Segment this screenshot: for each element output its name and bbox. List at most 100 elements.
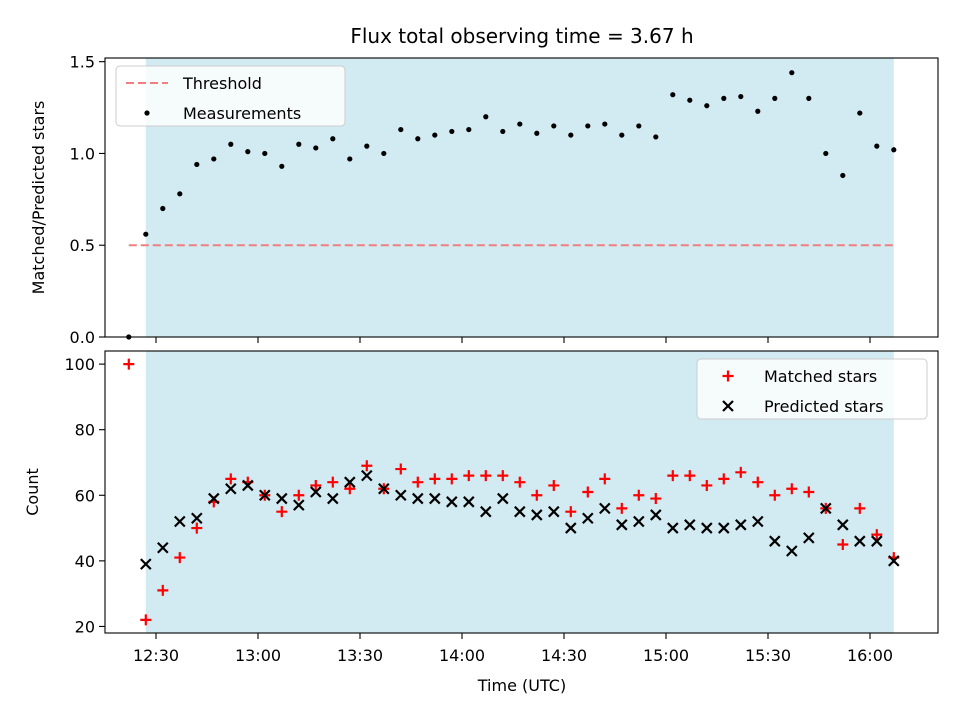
matched-star-point	[752, 476, 764, 488]
predicted-star-point	[310, 486, 322, 498]
predicted-star-point	[242, 479, 254, 492]
y-tick-label: 1.0	[70, 144, 95, 163]
measurement-point	[602, 121, 608, 127]
measurement-point	[381, 150, 387, 157]
measurement-point	[228, 141, 234, 147]
predicted-star-point	[820, 502, 832, 515]
matched-star-point	[769, 489, 781, 501]
x-tick-label: 15:30	[745, 646, 791, 665]
measurement-point	[466, 126, 472, 133]
matched-star-point	[735, 466, 747, 478]
matched-star-point	[446, 473, 458, 485]
matched-star-point	[395, 463, 407, 475]
legend-box	[115, 65, 346, 127]
measurement-point	[891, 147, 897, 153]
measurement-point	[194, 161, 200, 168]
measurement-point	[857, 110, 863, 116]
measurement-point	[755, 108, 761, 114]
measurement-point	[313, 145, 319, 151]
predicted-star-point	[667, 522, 679, 534]
matched-star-point	[548, 479, 560, 491]
predicted-star-point	[191, 512, 203, 525]
measurement-point	[636, 123, 642, 129]
predicted-star-point	[735, 519, 747, 531]
predicted-star-point	[633, 515, 645, 528]
predicted-star-point	[701, 522, 713, 534]
x-tick-label: 13:30	[337, 646, 383, 665]
matched-star-point	[225, 473, 237, 485]
legend-matched-swatch	[722, 370, 734, 382]
predicted-star-point	[548, 505, 560, 518]
predicted-star-point	[225, 482, 237, 495]
matched-star-point	[463, 470, 475, 482]
legend-label: Predicted stars	[764, 397, 884, 416]
matched-star-point	[429, 473, 441, 485]
matched-star-point	[276, 506, 288, 518]
predicted-star-point	[344, 476, 356, 488]
measurement-point	[364, 143, 370, 149]
matched-star-point	[327, 476, 339, 488]
measurement-point	[789, 70, 795, 76]
matched-star-point	[650, 493, 662, 505]
matched-star-point	[293, 489, 305, 501]
predicted-star-point	[395, 489, 407, 502]
measurement-point	[330, 136, 336, 142]
x-tick-label: 13:00	[235, 646, 281, 665]
legend-box	[696, 358, 928, 420]
predicted-star-point	[752, 515, 764, 528]
matched-star-point	[157, 584, 169, 596]
matched-star-point	[531, 489, 543, 501]
predicted-star-point	[157, 541, 169, 554]
measurement-point	[143, 231, 149, 237]
matched-star-point	[140, 614, 152, 626]
axes-frame-bottom	[104, 350, 939, 634]
matched-star-point	[582, 486, 594, 498]
predicted-star-point	[327, 492, 339, 505]
measurement-point	[534, 130, 540, 136]
legend-label: Threshold	[182, 74, 262, 93]
x-tick-label: 12:30	[133, 646, 179, 665]
measurement-point	[738, 93, 744, 100]
chart-title: Flux total observing time = 3.67 h	[350, 24, 693, 48]
measurement-point	[415, 136, 421, 142]
predicted-star-point	[599, 502, 611, 515]
predicted-star-point	[769, 535, 781, 547]
matched-star-point	[701, 479, 713, 491]
predicted-star-point	[208, 492, 220, 505]
matched-star-point	[361, 460, 373, 472]
legend-label: Matched stars	[764, 367, 877, 386]
panel-bottom: 20 40 60 80 100 12:30 13:00 13:30 14:00 14:30 15:0…	[64, 350, 939, 665]
matched-star-point	[123, 358, 135, 370]
legend-label: Measurements	[183, 104, 301, 123]
x-tick-label: 16:00	[847, 646, 893, 665]
matched-star-point	[480, 470, 492, 482]
measurement-point	[279, 163, 285, 169]
matched-star-point	[871, 529, 883, 541]
matched-star-point	[497, 470, 509, 482]
measurement-point	[398, 126, 404, 133]
matched-star-point	[344, 483, 356, 495]
predicted-star-point	[718, 522, 730, 534]
measurement-point	[772, 95, 778, 101]
matched-star-point	[837, 538, 849, 550]
y-tick-label: 40	[75, 552, 95, 571]
predicted-star-point	[514, 505, 526, 518]
legend-top: Threshold Measurements	[115, 65, 346, 127]
measurement-point	[670, 92, 676, 98]
predicted-star-point	[174, 515, 186, 528]
measurement-point	[347, 156, 353, 162]
measurement-point	[211, 156, 217, 162]
predicted-star-point	[871, 535, 883, 547]
predicted-star-point	[497, 492, 509, 505]
y-tick-label: 80	[75, 421, 95, 440]
matched-star-point	[599, 473, 611, 485]
x-axis-label: Time (UTC)	[477, 676, 566, 695]
matched-star-point	[310, 479, 322, 491]
y-tick-label: 0.0	[70, 328, 95, 347]
predicted-star-point	[429, 492, 441, 505]
matched-star-point	[191, 522, 203, 534]
measurement-point	[517, 121, 523, 127]
measurement-point	[245, 149, 251, 155]
measurement-point	[874, 143, 880, 149]
